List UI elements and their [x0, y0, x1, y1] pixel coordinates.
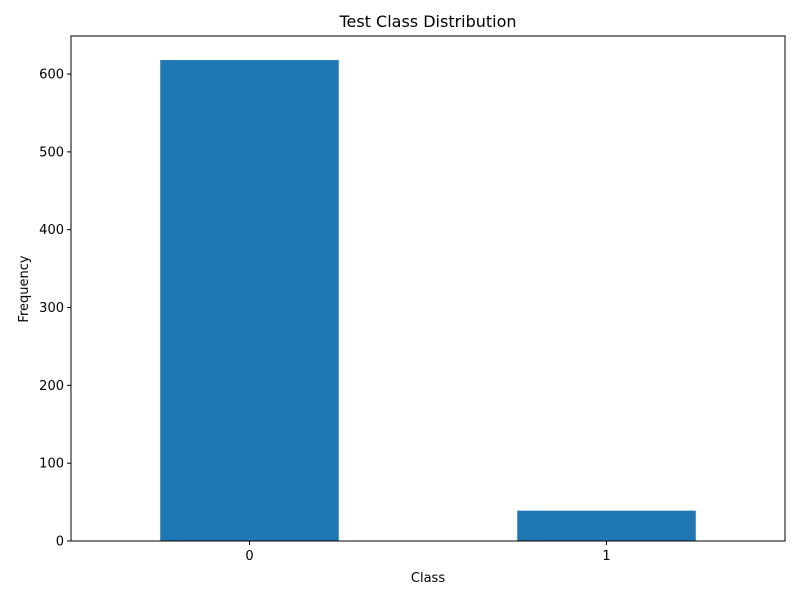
- y-tick-label: 300: [39, 301, 64, 316]
- y-tick-label: 400: [39, 223, 64, 238]
- plot-frame: [70, 35, 786, 542]
- x-axis-label: Class: [411, 571, 445, 586]
- x-tick-label: 1: [602, 549, 610, 564]
- chart-title: Test Class Distribution: [338, 12, 516, 31]
- y-tick-label: 0: [56, 535, 64, 550]
- y-tick-label: 500: [39, 145, 64, 160]
- y-tick-label: 600: [39, 68, 64, 83]
- x-tick-label: 0: [245, 549, 253, 564]
- y-tick-label: 100: [39, 457, 64, 472]
- bar-class-1: [517, 510, 696, 541]
- y-tick-label: 200: [39, 379, 64, 394]
- y-axis-label: Frequency: [17, 255, 32, 322]
- bar-class-0: [160, 60, 339, 542]
- bars-layer: [160, 60, 696, 542]
- y-axis-ticks: 0 100 200 300 400 500 600: [39, 68, 71, 550]
